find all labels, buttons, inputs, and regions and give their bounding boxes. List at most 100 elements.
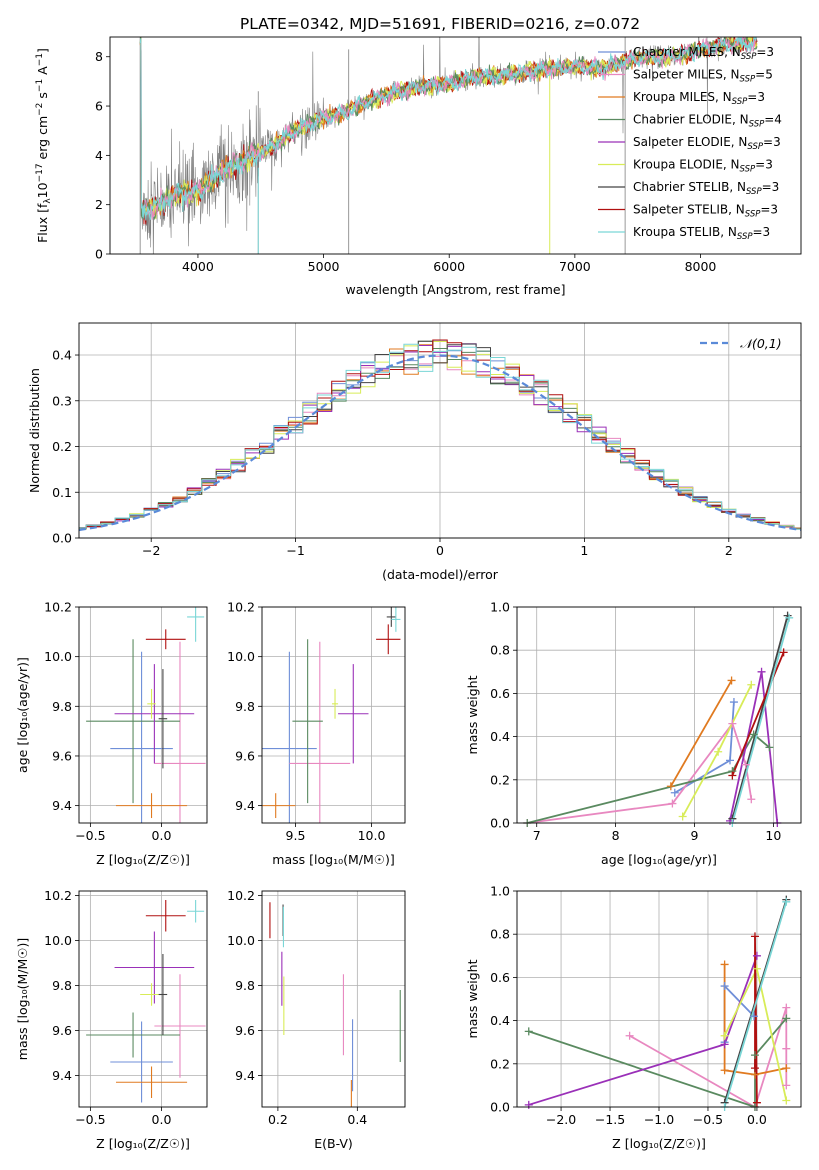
y-tick-label: 0.0 — [52, 531, 72, 546]
x-tick-label: −2.0 — [546, 1112, 576, 1127]
x-axis-label: Z [log₁₀(Z/Z☉)] — [612, 1136, 706, 1151]
y-tick-label: 9.4 — [235, 798, 255, 813]
weight-marker — [782, 1081, 791, 1090]
x-axis-label: E(B-V) — [314, 1136, 353, 1151]
weight-marker — [750, 932, 759, 941]
y-tick-label: 4 — [95, 148, 103, 163]
weight-marker — [752, 951, 761, 960]
weight-marker — [720, 1066, 729, 1075]
weight-marker — [729, 698, 738, 707]
y-tick-label: 1.0 — [490, 600, 510, 615]
legend-label: Salpeter MILES, NSSP=5 — [633, 68, 773, 85]
x-axis-label: (data-model)/error — [382, 567, 499, 582]
y-tick-label: 9.6 — [235, 748, 255, 763]
weight-marker — [782, 1014, 791, 1023]
y-tick-label: 6 — [95, 99, 103, 114]
axes-mass_vs_Z: −0.5 0.0 9.4 9.6 9.8 10.0 10.2 Z [log₁₀(Z/Z☉)] m… — [15, 888, 208, 1151]
axes-age_vs_Z: −0.5 0.0 9.4 9.6 9.8 10.0 10.2 Z [log₁₀(Z/Z☉)] a… — [15, 600, 208, 867]
x-tick-label: 10.0 — [358, 828, 386, 843]
weight-marker — [728, 719, 737, 728]
weight-marker — [765, 743, 774, 752]
x-tick-label: −1 — [286, 543, 304, 558]
plot-area-mass_vs_ebv — [269, 902, 401, 1107]
axes-weight_vs_Z: −2.0 −1.5 −1.0 −0.5 0.0 0.0 0.2 0.4 0.6 0.8 1.0 Z [… — [465, 884, 802, 1151]
figure-title: PLATE=0342, MJD=51691, FIBERID=0216, z=0… — [240, 15, 640, 33]
weight-line — [528, 955, 758, 1106]
weight-marker — [782, 1003, 791, 1012]
weight-marker — [741, 760, 750, 769]
x-tick-label: −1.0 — [644, 1112, 674, 1127]
axes-frame — [109, 36, 802, 255]
axes-spectrum: 4000 5000 6000 7000 8000 0 2 4 6 8 wavelength [Ang… — [35, 36, 802, 297]
data-spectrum-line — [140, 37, 758, 254]
y-tick-label: 9.8 — [235, 699, 255, 714]
weight-line — [731, 617, 791, 823]
y-tick-label: 10.2 — [44, 600, 72, 615]
normal-curve — [79, 354, 801, 532]
legend-label: Kroupa ELODIE, NSSP=3 — [633, 158, 773, 175]
weight-marker — [714, 747, 723, 756]
y-tick-label: 2 — [95, 197, 103, 212]
legend-label: Chabrier MILES, NSSP=3 — [633, 45, 774, 62]
axes-residuals: −2 −1 0 1 2 0.0 0.1 0.2 0.3 0.4 (data-model)/error… — [27, 322, 802, 582]
y-tick-label: 0.3 — [52, 393, 72, 408]
weight-marker — [720, 960, 729, 969]
y-tick-label: 9.4 — [52, 1068, 72, 1083]
y-tick-label: 10.0 — [227, 649, 255, 664]
weight-marker — [750, 1051, 759, 1060]
y-tick-label: 0.2 — [52, 439, 72, 454]
plot-area-weight_vs_age — [527, 615, 791, 823]
model-spectrum-line — [139, 37, 757, 221]
weight-marker — [782, 1096, 791, 1105]
legend-label: Salpeter ELODIE, NSSP=3 — [633, 135, 781, 152]
x-tick-label: 8000 — [685, 259, 717, 274]
x-tick-label: 8 — [612, 828, 620, 843]
weight-marker — [782, 1044, 791, 1053]
weight-marker — [752, 964, 761, 973]
weight-marker — [749, 730, 758, 739]
plot-area-residuals — [79, 339, 801, 532]
x-tick-label: 0 — [436, 543, 444, 558]
y-tick-label: 10.2 — [44, 888, 72, 903]
axes-frame — [78, 322, 802, 539]
y-axis-label: mass weight — [465, 675, 480, 754]
legend-label: Salpeter STELIB, NSSP=3 — [633, 203, 778, 220]
weight-marker — [524, 1100, 533, 1109]
axes-frame — [516, 606, 802, 824]
y-axis-label: Normed distribution — [27, 368, 42, 493]
plot-area-age_vs_mass — [262, 607, 401, 823]
y-tick-label: 10.0 — [44, 933, 72, 948]
axes-frame — [261, 606, 406, 824]
y-tick-label: 10.0 — [227, 933, 255, 948]
y-tick-label: 10.0 — [44, 649, 72, 664]
weight-line — [527, 721, 753, 823]
x-tick-label: −0.5 — [75, 828, 105, 843]
y-axis-label: Flux [fλ10−17 erg cm−2 s−1 A−1] — [35, 48, 53, 243]
y-tick-label: 9.8 — [52, 699, 72, 714]
legend-label: Chabrier ELODIE, NSSP=4 — [633, 113, 782, 130]
x-tick-label: 0.0 — [152, 828, 172, 843]
axes-age_vs_mass: 9.5 10.0 9.4 9.6 9.8 10.0 10.2 mass [log₁₀(M/M☉… — [227, 600, 406, 867]
x-tick-label: 0.0 — [747, 1112, 767, 1127]
legend: Chabrier MILES, NSSP=3 Salpeter MILES, NS… — [598, 45, 782, 242]
x-tick-label: 1 — [580, 543, 588, 558]
weight-line — [723, 901, 788, 1107]
y-tick-label: 9.8 — [235, 978, 255, 993]
plot-area-spectrum — [139, 37, 758, 254]
axes-frame — [78, 890, 208, 1108]
weight-marker — [720, 1040, 729, 1049]
y-tick-label: 0.0 — [490, 1100, 510, 1115]
x-axis-label: Z [log₁₀(Z/Z☉)] — [96, 1136, 190, 1151]
x-tick-label: −2 — [142, 543, 160, 558]
plot-area-age_vs_Z — [86, 607, 206, 823]
weight-marker — [728, 771, 737, 780]
x-tick-label: −1.5 — [595, 1112, 625, 1127]
x-tick-label: 7 — [533, 828, 541, 843]
legend-label: 𝒩(0,1) — [740, 336, 782, 351]
legend-label: Chabrier STELIB, NSSP=3 — [633, 180, 779, 197]
weight-line — [731, 652, 785, 776]
x-axis-label: wavelength [Angstrom, rest frame] — [345, 282, 565, 297]
weight-marker — [779, 648, 788, 657]
legend-label: Kroupa STELIB, NSSP=3 — [633, 225, 770, 242]
